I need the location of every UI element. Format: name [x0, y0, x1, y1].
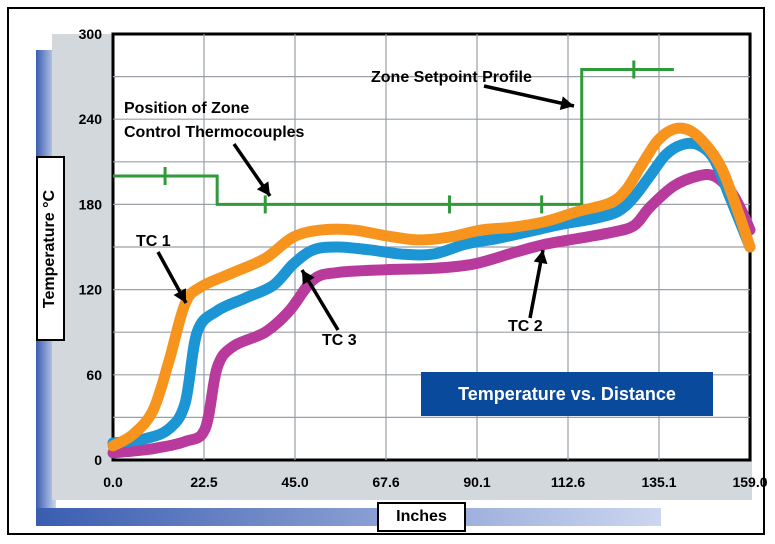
tick-labels: 0.0 22.5 45.0 67.6 90.1 112.6 135.1 159.0 0 60 120… — [79, 26, 768, 490]
y-tick-label: 60 — [86, 367, 102, 383]
y-tick-label: 300 — [79, 26, 103, 42]
series-tc-1 — [107, 122, 756, 452]
arrow-tc1-head — [173, 288, 186, 303]
y-tick-label: 120 — [79, 282, 103, 298]
position-label-line2: Control Thermocouples — [124, 124, 305, 141]
arrow-setpoint — [483, 84, 575, 108]
y-tick-label: 180 — [79, 196, 103, 212]
position-label-line1: Position of Zone — [124, 100, 249, 117]
annotation-arrows — [156, 84, 575, 331]
series-tc-2 — [107, 168, 756, 459]
tc2-label: TC 2 — [508, 318, 543, 335]
series-zone-setpoint-profile — [113, 68, 674, 206]
arrow-position-head — [256, 181, 270, 196]
chart-title: Temperature vs. Distance — [421, 372, 713, 416]
arrow-tc2-head — [533, 250, 548, 265]
x-tick-label: 45.0 — [281, 474, 308, 490]
y-tick-label: 240 — [79, 111, 103, 127]
backdrop-shadow-bottom — [36, 508, 661, 526]
x-tick-label: 112.6 — [551, 474, 585, 490]
series-tc-3 — [107, 137, 756, 449]
y-axis-label-box: Temperature °C — [36, 156, 65, 341]
series-lines — [107, 68, 756, 459]
tc3-label: TC 3 — [322, 332, 357, 349]
y-axis-label: Temperature °C — [41, 189, 59, 308]
arrow-setpoint-head — [559, 96, 574, 111]
tc1-label: TC 1 — [136, 233, 171, 250]
x-tick-label: 67.6 — [372, 474, 399, 490]
x-tick-label: 0.0 — [103, 474, 123, 490]
x-tick-label: 22.5 — [190, 474, 217, 490]
x-axis-label: Inches — [377, 502, 466, 532]
setpoint-markers — [163, 60, 636, 214]
y-tick-label: 0 — [94, 452, 102, 468]
x-tick-label: 135.1 — [641, 474, 676, 490]
setpoint-profile-label: Zone Setpoint Profile — [371, 69, 532, 86]
x-tick-label: 90.1 — [463, 474, 490, 490]
arrow-tc3-head — [302, 270, 315, 285]
x-tick-label: 159.0 — [732, 474, 767, 490]
